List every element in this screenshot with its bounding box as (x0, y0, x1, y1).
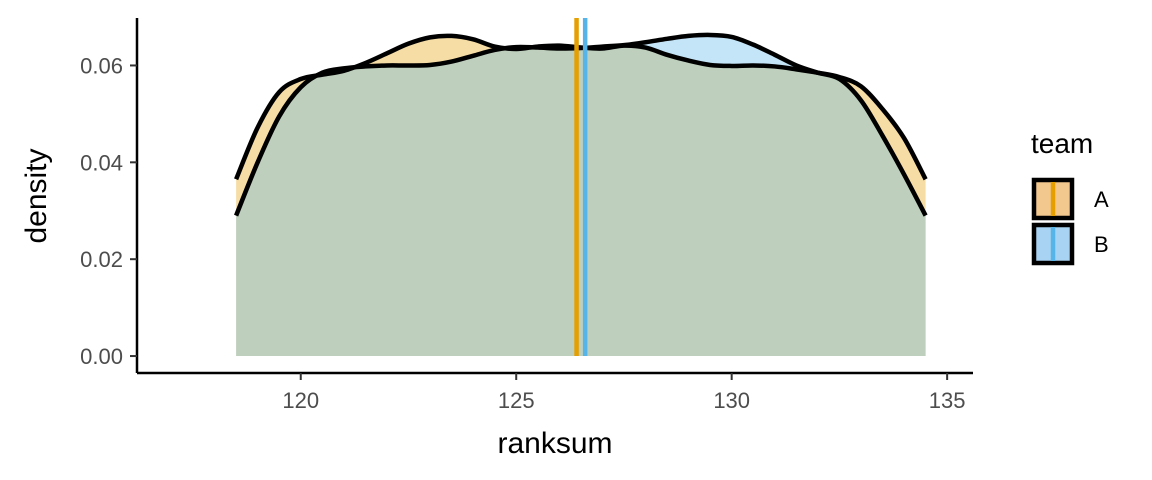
legend-label-a: A (1094, 187, 1109, 212)
x-tick-label: 130 (713, 388, 750, 413)
x-tick-label: 135 (929, 388, 966, 413)
density-area-a (236, 35, 926, 357)
y-axis-title: density (20, 148, 53, 243)
density-line-b (234, 32, 928, 217)
plot-area (234, 18, 928, 357)
axes: 120 125 130 135 0.00 0.02 0.04 0.06 (80, 18, 973, 413)
y-tick-label: 0.02 (80, 247, 123, 272)
x-axis-title: ranksum (497, 427, 612, 460)
legend: team AB (1031, 128, 1109, 266)
y-tick-label: 0.04 (80, 150, 123, 175)
legend-label-b: B (1094, 232, 1109, 257)
y-tick-label: 0.06 (80, 53, 123, 78)
legend-title: team (1031, 128, 1093, 159)
x-tick-label: 125 (498, 388, 535, 413)
x-tick-label: 120 (282, 388, 319, 413)
density-area-b (236, 34, 926, 357)
y-tick-label: 0.00 (80, 344, 123, 369)
